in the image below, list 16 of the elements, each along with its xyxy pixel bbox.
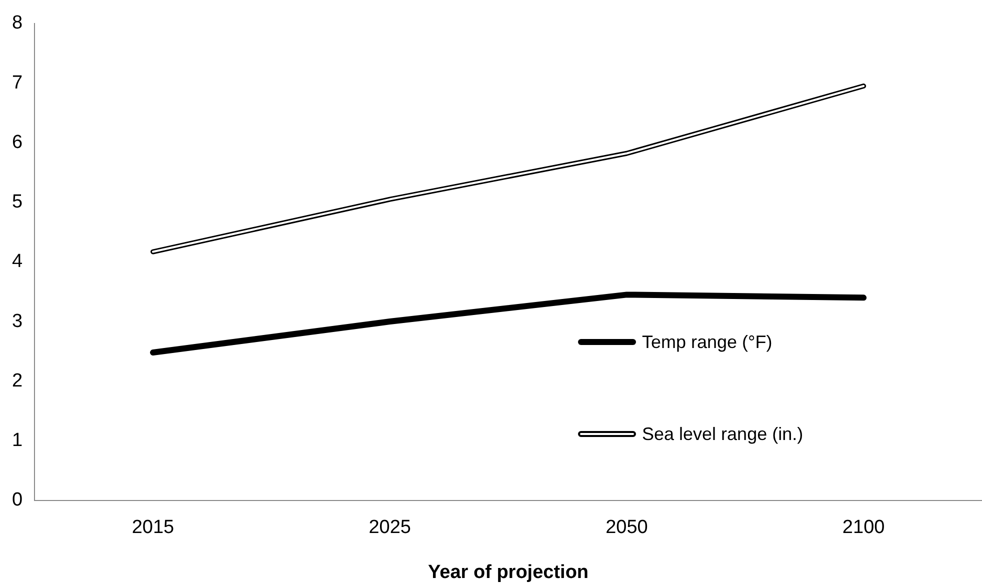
x-axis-title: Year of projection xyxy=(428,562,589,583)
y-tick-label: 5 xyxy=(12,192,23,213)
y-tick-label: 8 xyxy=(12,12,23,34)
y-tick-label: 6 xyxy=(12,132,23,153)
x-tick-label: 2015 xyxy=(132,517,174,538)
x-tick-label: 2100 xyxy=(842,517,885,538)
y-tick-label: 1 xyxy=(12,430,23,452)
y-tick-label: 4 xyxy=(12,251,23,272)
legend-label: Temp range (°F) xyxy=(642,332,772,352)
y-tick-label: 0 xyxy=(12,490,23,511)
y-tick-label: 2 xyxy=(12,370,23,392)
y-tick-label: 7 xyxy=(12,72,23,94)
x-tick-label: 2025 xyxy=(368,517,411,538)
x-tick-label: 2050 xyxy=(606,517,648,538)
legend-label: Sea level range (in.) xyxy=(642,424,804,444)
y-tick-label: 3 xyxy=(12,310,23,332)
